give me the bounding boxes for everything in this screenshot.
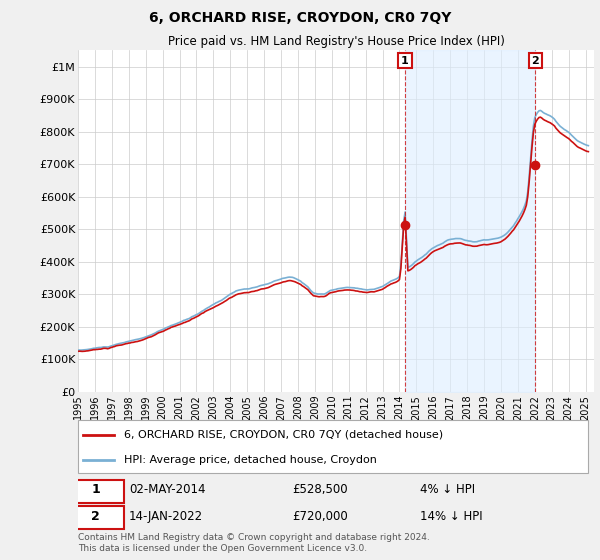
Text: 6, ORCHARD RISE, CROYDON, CR0 7QY: 6, ORCHARD RISE, CROYDON, CR0 7QY — [149, 11, 451, 25]
Text: 14% ↓ HPI: 14% ↓ HPI — [420, 510, 482, 522]
Text: 4% ↓ HPI: 4% ↓ HPI — [420, 483, 475, 496]
Text: 2: 2 — [532, 55, 539, 66]
FancyBboxPatch shape — [68, 480, 124, 503]
Text: HPI: Average price, detached house, Croydon: HPI: Average price, detached house, Croy… — [124, 455, 377, 465]
Text: 14-JAN-2022: 14-JAN-2022 — [129, 510, 203, 522]
Text: 02-MAY-2014: 02-MAY-2014 — [129, 483, 205, 496]
FancyBboxPatch shape — [78, 420, 588, 473]
Text: £720,000: £720,000 — [292, 510, 348, 522]
Title: Price paid vs. HM Land Registry's House Price Index (HPI): Price paid vs. HM Land Registry's House … — [167, 35, 505, 48]
Text: 6, ORCHARD RISE, CROYDON, CR0 7QY (detached house): 6, ORCHARD RISE, CROYDON, CR0 7QY (detac… — [124, 430, 443, 440]
Text: Contains HM Land Registry data © Crown copyright and database right 2024.
This d: Contains HM Land Registry data © Crown c… — [78, 533, 430, 553]
Text: £528,500: £528,500 — [292, 483, 348, 496]
Text: 1: 1 — [401, 55, 409, 66]
Text: 1: 1 — [91, 483, 100, 496]
FancyBboxPatch shape — [68, 506, 124, 529]
Text: 2: 2 — [91, 510, 100, 522]
